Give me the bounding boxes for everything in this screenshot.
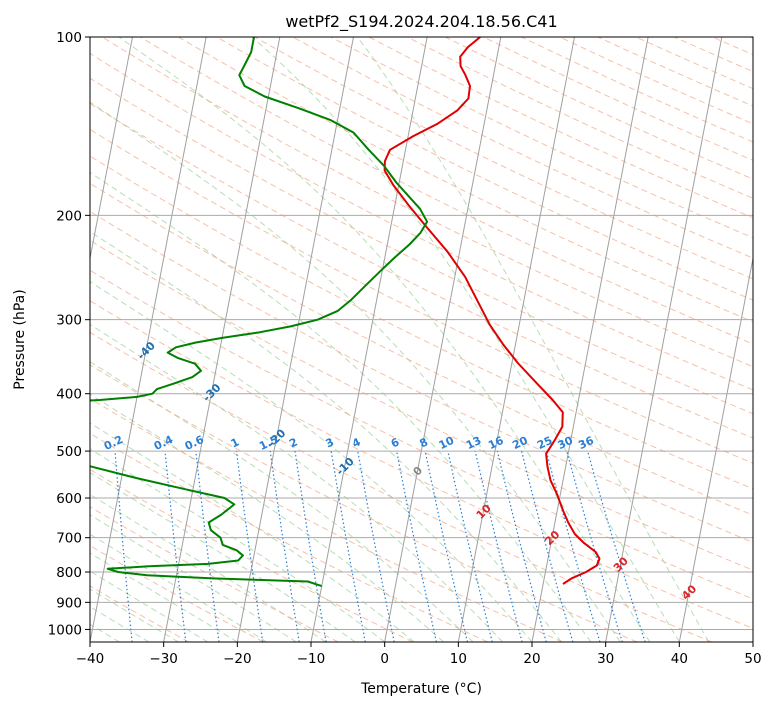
moist-adiabat-line [90,588,179,642]
moist-adiabat-line [90,533,268,642]
moist-adiabat-line [357,37,710,642]
y-axis-ticks: 100 200 300 400 500 600 700 800 900 1000 [48,30,90,638]
y-tick-label: 300 [56,313,82,329]
dry-adiabat-line [90,155,753,490]
mixing-ratio-line [269,451,300,642]
y-tick-label: 900 [56,595,82,611]
mixing-ratio-line [587,450,646,642]
isotherm-line [90,37,207,642]
dry-adiabat-line [90,102,753,439]
mixing-ratio-line [195,451,220,642]
y-tick-label: 400 [56,387,82,403]
isotherm-line [457,37,575,642]
isotherm-lines [90,37,753,642]
mixing-ratio-label: 36 [576,434,596,452]
dry-adiabat-line [101,37,753,368]
y-tick-label: 700 [56,531,82,547]
mixing-ratio-line [114,451,133,642]
dry-adiabat-line [90,585,190,642]
mixing-ratio-line [474,450,523,642]
mixing-ratio-line [396,450,437,642]
moist-adiabat-line [90,552,238,642]
isotherm-line [384,37,502,642]
x-tick-label: −20 [223,651,252,667]
dry-adiabat-line [90,269,753,600]
isotherm-line [678,255,753,642]
dry-adiabat-line [90,432,488,642]
isotherm-line [605,37,723,642]
sounding-series [90,37,601,588]
dry-adiabat-line [90,182,753,516]
mixing-ratio-label: 20 [510,434,530,452]
moist-adiabat-line [251,37,680,642]
plot-frame [89,36,754,643]
mixing-ratio-label: 25 [535,434,554,452]
pressure-gridlines [90,37,753,630]
x-axis-ticks: −40 −30 −20 −10 0 10 20 30 40 50 [76,642,762,667]
mixing-ratio-line [424,450,469,642]
y-tick-label: 600 [56,491,82,507]
dry-adiabats [90,37,753,642]
mixing-ratio-label: 30 [556,434,576,452]
y-axis-label: Pressure (hPa) [12,289,28,389]
mixing-ratio-line [447,450,493,642]
x-tick-label: 30 [597,651,614,667]
temperature-line [383,37,601,585]
plot-area: -100-90-80-70-60-50-40-30-20-10010203040… [90,37,753,642]
mixing-ratio-label: 10 [437,434,457,452]
x-tick-label: 0 [380,651,389,667]
y-tick-label: 500 [56,444,82,460]
mixing-ratio-label: 16 [486,434,506,452]
moist-adiabat-line [90,361,474,642]
dry-adiabat-line [90,364,638,642]
moist-adiabat-line [90,472,356,642]
x-tick-label: −40 [76,651,105,667]
dry-adiabat-line [90,397,563,642]
moist-adiabat-line [90,171,592,642]
mixing-ratio-line [496,450,547,642]
x-tick-label: −10 [297,651,326,667]
x-tick-label: 20 [523,651,540,667]
isotherm-line [310,37,428,642]
mixing-ratio-line [235,451,264,642]
moist-adiabat-line [90,570,209,642]
isotherm-line [531,37,649,642]
dry-adiabat-line [216,37,753,301]
x-tick-label: 10 [450,651,467,667]
mixing-ratio-line [521,450,574,642]
isotherm-line [90,37,133,261]
dry-adiabat-line [90,506,339,642]
isotherm-line [163,37,281,642]
moist-adiabat-line [90,393,444,642]
moist-adiabat-line [90,231,562,642]
isotherm-line [236,37,354,642]
x-tick-label: −30 [149,651,178,667]
mixing-ratio-line [566,450,623,642]
mixing-ratio-label: 13 [464,434,483,452]
dry-adiabat-line [90,210,753,543]
mixing-ratio-lines [114,450,646,642]
dry-adiabat-line [90,300,753,629]
dewpoint-line [90,37,429,588]
x-axis-label: Temperature (°C) [360,681,482,697]
mixing-ratio-line [545,450,601,642]
mixing-ratio-line [164,451,187,642]
y-tick-label: 800 [56,565,82,581]
moist-adiabat-line [118,37,651,642]
moist-adiabat-line [90,323,503,642]
y-tick-label: 200 [56,208,82,224]
x-tick-label: 50 [744,651,761,667]
chart-title: wetPf2_S194.2024.204.18.56.C41 [285,12,557,32]
moist-adiabat-line [90,101,621,642]
dry-adiabat-line [90,77,753,415]
dry-adiabat-line [139,37,753,345]
dry-adiabat-line [90,331,712,642]
y-tick-label: 100 [56,30,82,46]
mixing-ratio-line [357,450,395,642]
x-tick-label: 40 [671,651,688,667]
y-tick-label: 1000 [48,622,82,638]
